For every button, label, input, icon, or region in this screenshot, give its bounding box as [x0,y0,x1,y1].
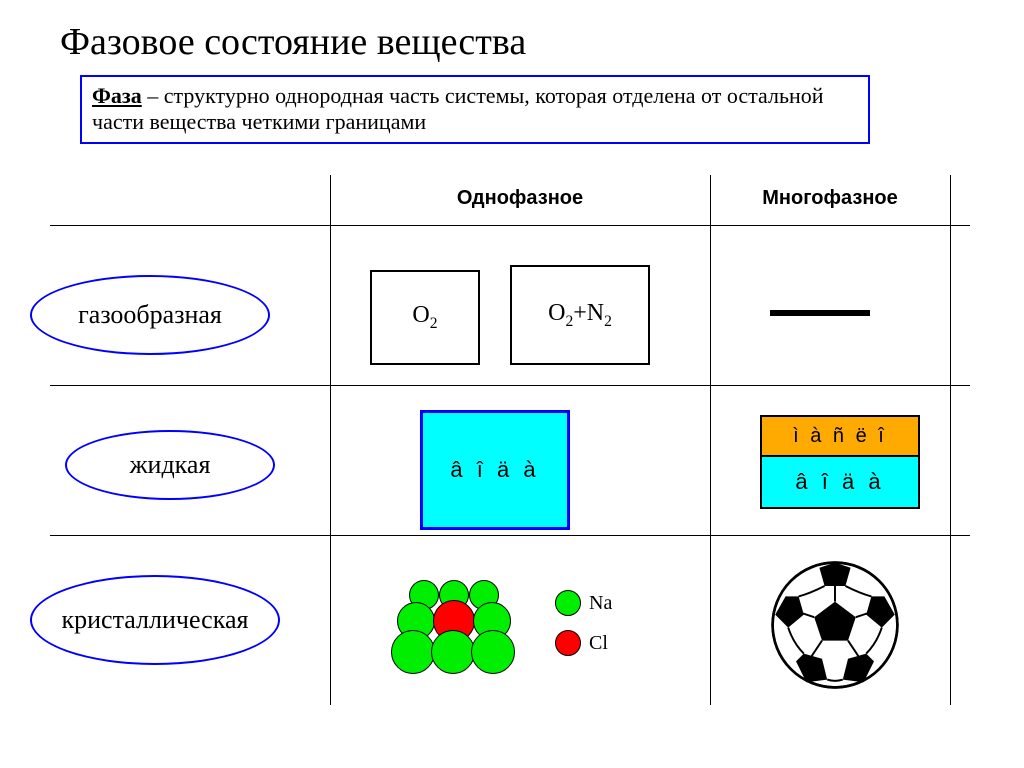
legend-dot-red-icon [555,630,581,656]
grid-hline [50,225,970,226]
row-label-liquid: жидкая [65,430,275,500]
atom-green-icon [471,630,515,674]
gas-box-o2-text: O2 [412,302,437,333]
legend-cl: Cl [555,630,608,656]
legend-cl-text: Cl [589,632,608,655]
row-label-gas-text: газообразная [78,302,222,328]
grid-vline [330,175,331,705]
row-label-crystal-text: кристаллическая [62,607,249,633]
grid-vline [950,175,951,705]
legend-na: Na [555,590,612,616]
liquid-single-label: â î ä à [450,457,539,483]
page-title: Фазовое состояние вещества [60,20,526,64]
column-header-multi: Многофазное [710,187,950,210]
grid-hline [50,385,970,386]
gas-box-o2n2: O2+N2 [510,265,650,365]
definition-text: – структурно однородная часть системы, к… [92,83,824,134]
liquid-multi-box: ì à ñ ë î â î ä à [760,415,920,509]
grid-vline [710,175,711,705]
liquid-multi-top: ì à ñ ë î [762,417,918,455]
row-label-crystal: кристаллическая [30,575,280,665]
row-label-gas: газообразная [30,275,270,355]
gas-box-o2: O2 [370,270,480,365]
legend-dot-green-icon [555,590,581,616]
polycrystal-ball-icon [770,560,900,695]
dash-icon [770,310,870,316]
legend-na-text: Na [589,592,612,615]
atom-green-icon [431,630,475,674]
gas-box-o2n2-text: O2+N2 [548,300,612,331]
liquid-single-box: â î ä à [420,410,570,530]
row-label-liquid-text: жидкая [130,452,211,478]
definition-term: Фаза [92,83,142,108]
crystal-cluster [395,580,515,680]
atom-green-icon [391,630,435,674]
grid-hline [50,535,970,536]
definition-box: Фаза – структурно однородная часть систе… [80,75,870,144]
liquid-multi-bottom: â î ä à [762,455,918,507]
column-header-single: Однофазное [330,187,710,210]
